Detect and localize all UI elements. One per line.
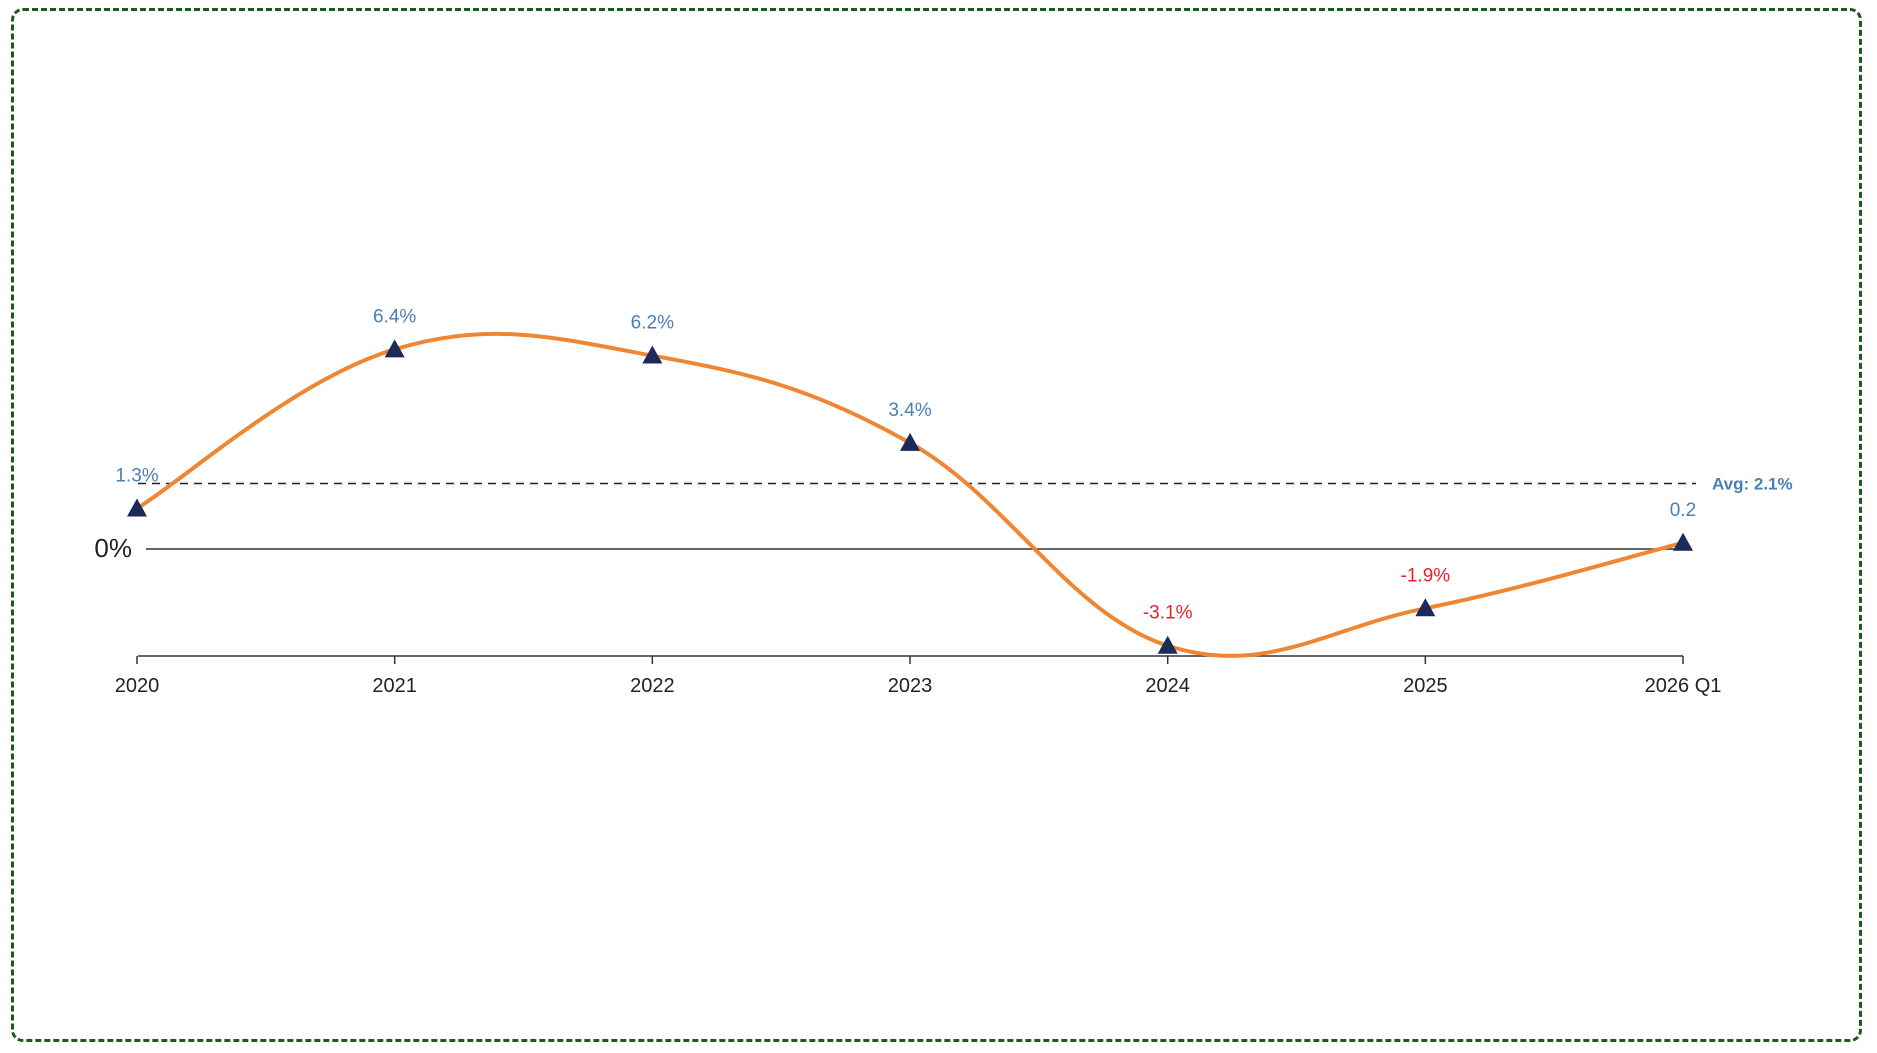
x-axis-ticks: 2020 2021 2022 2023 2024 2025 2026 Q1 xyxy=(115,656,1722,697)
data-label: 0.2 xyxy=(1670,500,1696,521)
data-point-marker xyxy=(1157,635,1178,654)
data-label: 1.3% xyxy=(115,465,158,486)
x-tick-label: 2024 xyxy=(1145,675,1190,697)
series-line xyxy=(135,331,1686,658)
data-point-marker xyxy=(642,345,663,364)
x-tick-label: 2020 xyxy=(115,675,160,697)
data-label: -1.9% xyxy=(1401,565,1451,586)
data-label: 3.4% xyxy=(888,400,931,421)
series-markers xyxy=(127,339,1694,654)
data-point-marker xyxy=(1415,598,1436,617)
data-point-marker xyxy=(900,432,921,451)
data-point-marker xyxy=(1673,532,1694,551)
data-label: 6.4% xyxy=(373,306,416,327)
zero-line-label: 0% xyxy=(94,533,132,563)
x-tick-label: 2021 xyxy=(372,675,417,697)
chart-frame xyxy=(11,8,1862,1042)
data-point-marker xyxy=(127,498,147,517)
data-label: 6.2% xyxy=(631,313,674,334)
average-label: Avg: 2.1% xyxy=(1712,474,1793,493)
x-tick-label: 2022 xyxy=(630,675,675,697)
data-point-marker xyxy=(384,339,405,358)
x-tick-label: 2025 xyxy=(1403,675,1448,697)
data-label: -3.1% xyxy=(1143,603,1193,624)
x-tick-label: 2023 xyxy=(888,675,933,697)
data-labels: 1.3% 6.4% 6.2% 3.4% -3.1% -1.9% 0.2 xyxy=(115,306,1696,623)
x-tick-label: 2026 Q1 xyxy=(1645,675,1722,697)
